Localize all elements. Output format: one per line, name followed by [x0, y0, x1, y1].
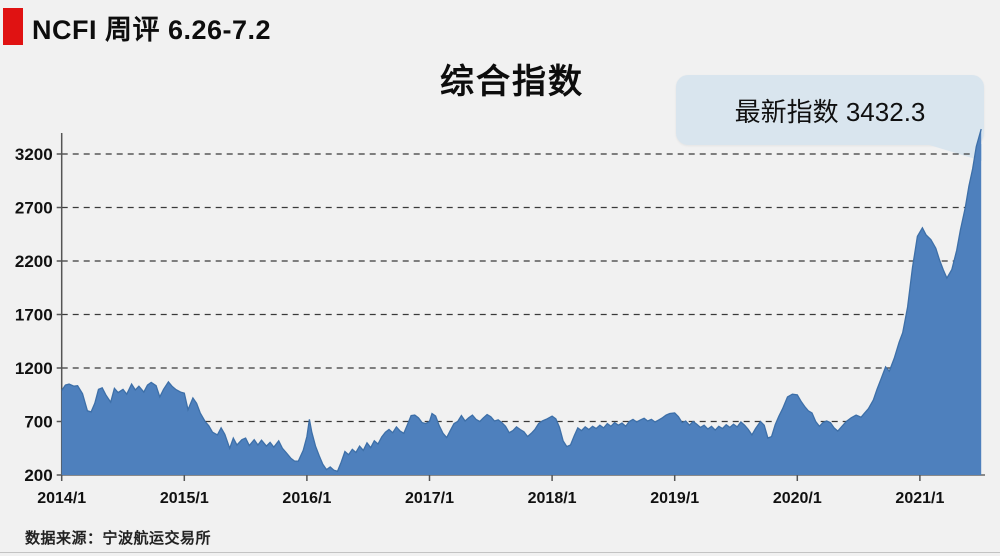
report-title: NCFI 周评 6.26-7.2 — [32, 15, 272, 45]
x-tick-label: 2019/1 — [650, 490, 699, 507]
y-tick-label: 1700 — [15, 306, 53, 325]
x-tick-label: 2021/1 — [895, 490, 944, 507]
report-header: NCFI 周评 6.26-7.2 — [0, 0, 1000, 52]
latest-index-callout: 最新指数 3432.3 — [676, 75, 984, 161]
x-tick-label: 2014/1 — [37, 490, 86, 507]
y-tick-label: 2200 — [15, 252, 53, 271]
x-tick-label: 2017/1 — [405, 490, 454, 507]
latest-index-label: 最新指数 3432.3 — [734, 96, 926, 127]
x-tick-label: 2016/1 — [282, 490, 331, 507]
x-tick-label: 2020/1 — [773, 490, 822, 507]
y-tick-label: 3200 — [15, 145, 53, 164]
y-tick-label: 200 — [24, 466, 52, 485]
index-area-series — [61, 129, 982, 475]
y-tick-label: 1200 — [15, 359, 53, 378]
y-tick-label: 2700 — [15, 199, 53, 218]
data-source-label: 数据来源：宁波航运交易所 — [25, 530, 212, 547]
x-tick-label: 2015/1 — [160, 490, 209, 507]
chart-title: 综合指数 — [440, 63, 584, 101]
bottom-divider — [0, 552, 1000, 553]
y-tick-label: 700 — [24, 413, 52, 432]
red-badge-icon — [3, 8, 23, 45]
index-line-series — [61, 128, 982, 473]
x-tick-label: 2018/1 — [528, 490, 577, 507]
